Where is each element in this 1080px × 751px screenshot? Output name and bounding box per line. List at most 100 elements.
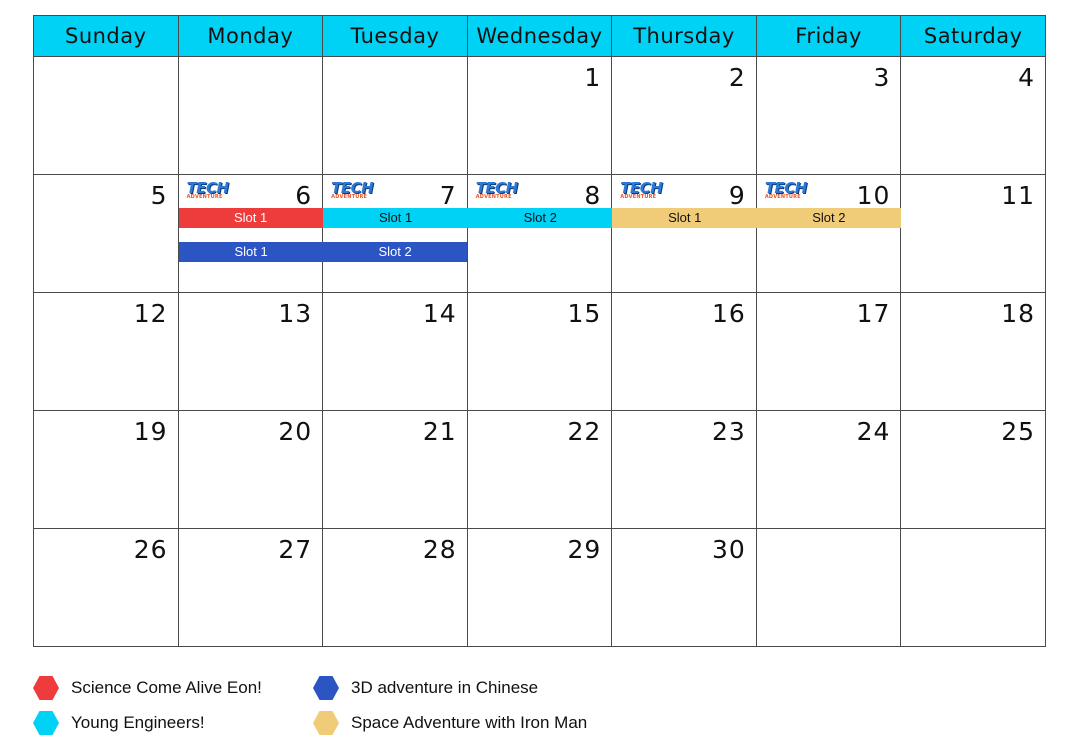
- day-cell[interactable]: 20: [177, 410, 324, 529]
- day-number: 7: [439, 181, 457, 210]
- day-number: 26: [133, 535, 168, 564]
- day-cell-empty: [177, 56, 324, 175]
- day-number: 23: [712, 417, 746, 446]
- week-row: 19 20 21 22 23 24 25: [33, 410, 1046, 529]
- legend-label: Space Adventure with Iron Man: [351, 713, 588, 732]
- week-row: 12 13 14 15 16 17 18: [33, 292, 1046, 411]
- logo-sub-text: ADVENTURE: [186, 194, 223, 200]
- week-row: 5 TECH ADVENTURE 6 Slot 1 Slot 1 TECH AD…: [33, 174, 1046, 293]
- day-cell[interactable]: 3: [755, 56, 902, 175]
- day-number: 19: [133, 417, 168, 446]
- day-number: 22: [567, 417, 602, 446]
- day-cell[interactable]: TECH ADVENTURE 6 Slot 1 Slot 1: [177, 174, 324, 293]
- day-number: 3: [873, 63, 891, 92]
- calendar-body: 1 2 3 4 5 TECH ADVENTURE 6 Slot 1 Slot 1…: [33, 56, 1046, 647]
- day-number: 9: [728, 181, 746, 210]
- weekday-saturday: Saturday: [900, 15, 1046, 57]
- day-number: 30: [712, 535, 746, 564]
- day-cell[interactable]: 16: [611, 292, 757, 411]
- weekday-monday: Monday: [177, 15, 324, 57]
- day-number: 11: [1001, 181, 1035, 210]
- weekday-wednesday: Wednesday: [466, 15, 613, 57]
- event-science-slot[interactable]: Slot 1: [178, 208, 323, 228]
- day-number: 17: [856, 299, 891, 328]
- day-number: 21: [422, 417, 457, 446]
- event-space-adventure-slot[interactable]: Slot 1: [612, 208, 758, 228]
- logo-main-text: TECH: [331, 179, 374, 197]
- calendar-grid: Sunday Monday Tuesday Wednesday Thursday…: [33, 15, 1046, 647]
- legend-label: 3D adventure in Chinese: [351, 678, 539, 697]
- legend: Science Come Alive Eon! 3D adventure in …: [33, 674, 733, 749]
- day-cell[interactable]: 13: [177, 292, 324, 411]
- day-number: 6: [295, 181, 313, 210]
- day-cell[interactable]: TECH ADVENTURE 10 Slot 2: [755, 174, 902, 293]
- weekday-sunday: Sunday: [33, 15, 179, 57]
- weekday-header: Sunday Monday Tuesday Wednesday Thursday…: [33, 15, 1046, 57]
- day-cell[interactable]: TECH ADVENTURE 7 Slot 1 Slot 2: [322, 174, 469, 293]
- weekday-tuesday: Tuesday: [322, 15, 468, 57]
- day-number: 8: [584, 181, 602, 210]
- day-cell[interactable]: 26: [33, 528, 179, 647]
- hexagon-icon: [33, 676, 59, 700]
- day-cell[interactable]: 17: [755, 292, 902, 411]
- day-number: 14: [422, 299, 457, 328]
- tech-adventure-logo: TECH ADVENTURE: [476, 181, 520, 203]
- day-cell-empty: [755, 528, 902, 647]
- logo-main-text: TECH: [475, 179, 519, 197]
- event-3d-chinese-slot[interactable]: Slot 1: [178, 242, 324, 262]
- legend-item-space-adventure: Space Adventure with Iron Man: [313, 709, 587, 737]
- tech-adventure-logo: TECH ADVENTURE: [187, 181, 231, 203]
- day-cell[interactable]: 27: [177, 528, 324, 647]
- legend-label: Science Come Alive Eon!: [71, 678, 262, 697]
- event-young-engineers-slot[interactable]: Slot 2: [467, 208, 613, 228]
- day-cell[interactable]: 1: [466, 56, 613, 175]
- day-number: 1: [584, 63, 602, 92]
- day-cell-empty: [322, 56, 468, 175]
- event-space-adventure-slot[interactable]: Slot 2: [756, 208, 901, 228]
- weekday-friday: Friday: [755, 15, 902, 57]
- legend-item-young-engineers: Young Engineers!: [33, 709, 205, 737]
- logo-sub-text: ADVENTURE: [331, 194, 368, 200]
- day-cell[interactable]: 23: [611, 410, 757, 529]
- tech-adventure-logo: TECH ADVENTURE: [620, 181, 664, 203]
- day-cell[interactable]: 11: [900, 174, 1046, 293]
- hexagon-icon: [313, 711, 339, 735]
- logo-main-text: TECH: [764, 179, 808, 197]
- day-cell[interactable]: TECH ADVENTURE 9 Slot 1: [611, 174, 758, 293]
- day-cell[interactable]: 19: [33, 410, 179, 529]
- day-cell[interactable]: 2: [611, 56, 757, 175]
- day-number: 4: [1018, 63, 1035, 92]
- day-cell[interactable]: 30: [611, 528, 757, 647]
- day-number: 10: [856, 181, 891, 210]
- day-cell[interactable]: 4: [900, 56, 1046, 175]
- day-cell[interactable]: TECH ADVENTURE 8 Slot 2: [466, 174, 613, 293]
- day-cell[interactable]: 25: [900, 410, 1046, 529]
- legend-item-science: Science Come Alive Eon!: [33, 674, 262, 702]
- day-cell[interactable]: 24: [755, 410, 902, 529]
- day-number: 5: [150, 181, 168, 210]
- legend-item-3d-chinese: 3D adventure in Chinese: [313, 674, 538, 702]
- day-number: 12: [133, 299, 168, 328]
- day-number: 27: [278, 535, 313, 564]
- day-cell[interactable]: 28: [322, 528, 468, 647]
- day-number: 13: [278, 299, 313, 328]
- day-number: 25: [1001, 417, 1035, 446]
- weekday-thursday: Thursday: [611, 15, 757, 57]
- day-cell[interactable]: 5: [33, 174, 179, 293]
- day-cell[interactable]: 14: [322, 292, 468, 411]
- day-cell[interactable]: 29: [466, 528, 613, 647]
- day-cell[interactable]: 21: [322, 410, 468, 529]
- event-young-engineers-slot[interactable]: Slot 1: [323, 208, 469, 228]
- day-number: 2: [728, 63, 746, 92]
- legend-label: Young Engineers!: [71, 713, 205, 732]
- event-3d-chinese-slot[interactable]: Slot 2: [323, 242, 468, 262]
- day-number: 29: [567, 535, 602, 564]
- day-cell-empty: [900, 528, 1046, 647]
- logo-sub-text: ADVENTURE: [475, 194, 512, 200]
- day-cell[interactable]: 15: [466, 292, 613, 411]
- day-cell[interactable]: 12: [33, 292, 179, 411]
- logo-main-text: TECH: [186, 179, 230, 197]
- day-cell[interactable]: 22: [466, 410, 613, 529]
- logo-sub-text: ADVENTURE: [620, 194, 657, 200]
- day-cell[interactable]: 18: [900, 292, 1046, 411]
